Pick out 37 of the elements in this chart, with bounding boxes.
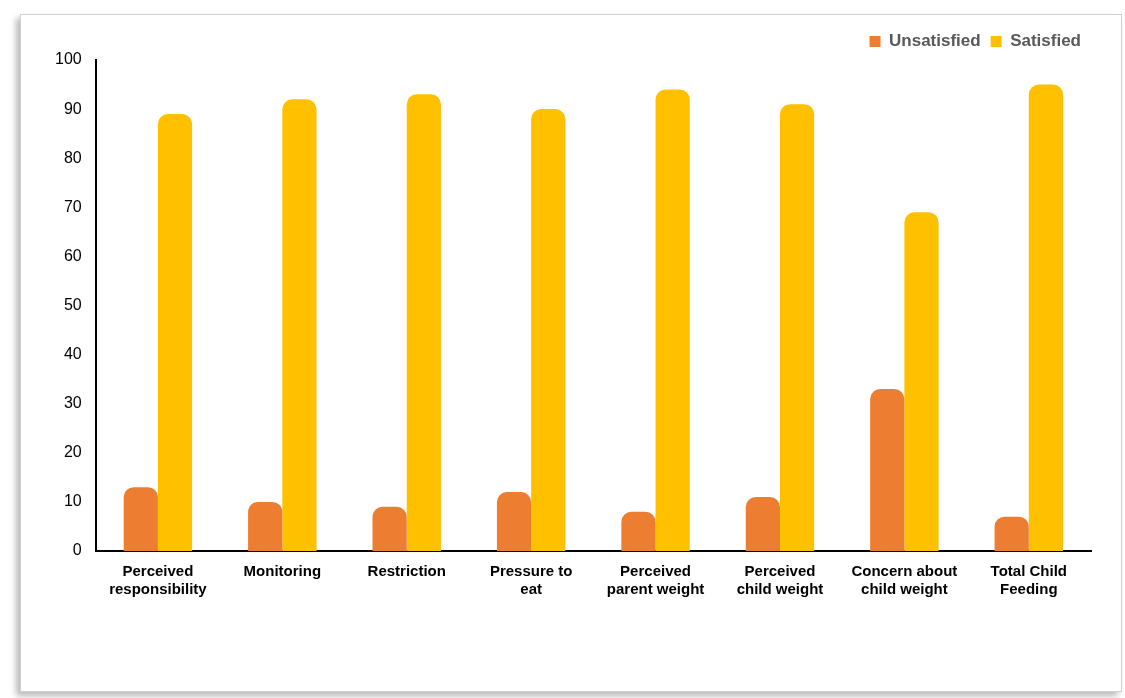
bar: [904, 212, 939, 551]
legend-label: Satisfied: [1010, 31, 1081, 51]
bar: [496, 492, 532, 551]
x-tick-label: Perceived child weight: [736, 562, 824, 598]
y-tick-label: 10: [63, 492, 82, 510]
bar: [406, 94, 441, 551]
y-tick-label: 80: [63, 148, 82, 166]
bar: [531, 109, 566, 551]
x-tick-label: Pressure to eat: [489, 562, 573, 598]
bar: [745, 496, 780, 551]
y-tick-label: 40: [63, 345, 82, 363]
y-tick-label: 0: [72, 541, 82, 559]
x-tick-label: Restriction: [367, 562, 446, 580]
y-tick-label: 60: [63, 246, 82, 264]
bar: [157, 114, 193, 551]
legend-label: Unsatisfied: [889, 31, 981, 51]
bar: [123, 487, 158, 551]
bar: [994, 516, 1029, 551]
bar: [1028, 84, 1064, 551]
x-tick-label: Concern about child weight: [851, 562, 958, 598]
bar: [248, 501, 283, 551]
x-tick-label: Monitoring: [243, 562, 322, 580]
x-tick-label: Perceived responsibility: [109, 562, 208, 598]
bar: [655, 89, 690, 551]
y-tick-label: 70: [63, 197, 82, 215]
bar: [779, 104, 815, 551]
x-tick-label: Perceived parent weight: [606, 562, 705, 598]
bar: [621, 511, 656, 551]
y-tick-label: 50: [63, 295, 82, 313]
y-tick-label: 30: [63, 394, 82, 412]
bar: [870, 388, 905, 551]
bar: [282, 99, 317, 551]
y-tick-label: 100: [54, 50, 82, 68]
y-tick-label: 20: [63, 443, 82, 461]
y-tick-label: 90: [63, 99, 82, 117]
bar: [372, 506, 407, 551]
x-tick-label: Total Child Feeding: [990, 562, 1067, 598]
